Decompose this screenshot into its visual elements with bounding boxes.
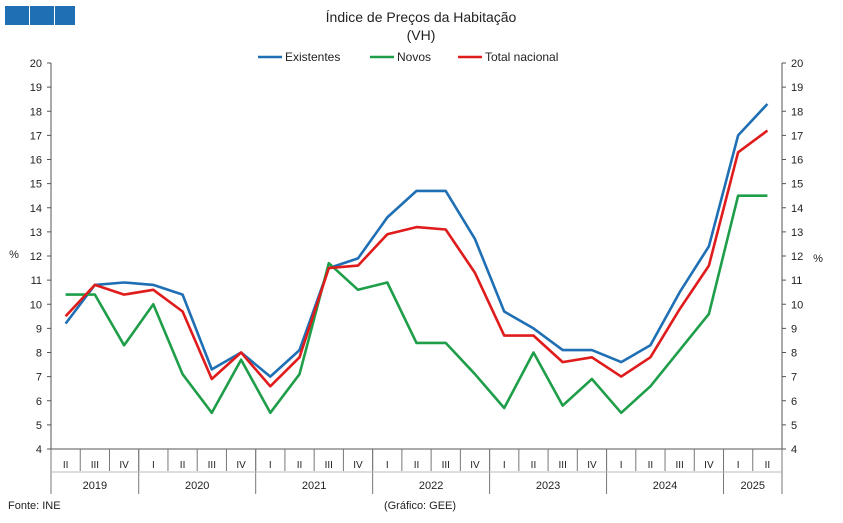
quarter-label: IV bbox=[587, 460, 597, 471]
year-label: 2022 bbox=[419, 480, 443, 492]
y-tick-label-left: 11 bbox=[31, 275, 42, 287]
y-tick-label-right: 6 bbox=[791, 396, 797, 408]
y-tick-label-right: 11 bbox=[791, 275, 802, 287]
y-tick-label-left: 20 bbox=[30, 58, 42, 70]
logo-block bbox=[30, 6, 54, 25]
y-tick-label-left: 7 bbox=[36, 372, 42, 384]
y-tick-label-right: 18 bbox=[791, 106, 803, 118]
y-tick-label-right: 17 bbox=[791, 130, 803, 142]
quarter-label: I bbox=[386, 460, 389, 471]
quarter-label: IV bbox=[236, 460, 246, 471]
quarter-label: III bbox=[91, 460, 99, 471]
y-tick-label-right: 13 bbox=[791, 227, 803, 239]
quarter-label: II bbox=[531, 460, 537, 471]
quarter-label: III bbox=[559, 460, 567, 471]
quarter-label: III bbox=[208, 460, 216, 471]
quarter-label: II bbox=[648, 460, 654, 471]
quarter-label: I bbox=[620, 460, 623, 471]
y-axis-label-right: % bbox=[813, 253, 823, 265]
y-tick-label-right: 12 bbox=[791, 251, 803, 263]
y-tick-label-left: 4 bbox=[36, 444, 42, 456]
quarter-label: III bbox=[675, 460, 683, 471]
quarter-label: I bbox=[503, 460, 506, 471]
y-tick-label-right: 8 bbox=[791, 348, 797, 360]
year-label: 2025 bbox=[741, 480, 765, 492]
y-tick-label-left: 13 bbox=[30, 227, 42, 239]
quarter-label: II bbox=[414, 460, 420, 471]
quarter-label: I bbox=[269, 460, 272, 471]
legend-label: Existentes bbox=[285, 50, 340, 64]
chart-subtitle: (VH) bbox=[407, 27, 436, 43]
y-tick-label-left: 5 bbox=[36, 420, 42, 432]
quarter-label: I bbox=[737, 460, 740, 471]
quarter-label: III bbox=[325, 460, 333, 471]
year-label: 2021 bbox=[302, 480, 326, 492]
logo-blocks bbox=[5, 6, 75, 25]
series-line-novos bbox=[65, 194, 768, 415]
y-tick-label-right: 16 bbox=[791, 155, 803, 167]
y-axis-label-left: % bbox=[9, 249, 19, 261]
y-tick-label-left: 17 bbox=[30, 130, 42, 142]
y-tick-label-left: 6 bbox=[36, 396, 42, 408]
y-tick-label-left: 9 bbox=[36, 323, 42, 335]
year-label: 2020 bbox=[185, 480, 209, 492]
y-tick-label-left: 19 bbox=[30, 82, 42, 94]
y-tick-label-left: 12 bbox=[30, 251, 42, 263]
legend-label: Novos bbox=[397, 50, 431, 64]
chart-credit: (Gráfico: GEE) bbox=[384, 500, 456, 512]
y-tick-label-right: 14 bbox=[791, 203, 803, 215]
chart-title: Índice de Preços da Habitação bbox=[326, 9, 517, 25]
legend: Existentes Novos Total nacional bbox=[258, 50, 558, 64]
series-lines bbox=[64, 103, 769, 415]
y-tick-label-right: 4 bbox=[791, 444, 797, 456]
quarter-label: IV bbox=[704, 460, 714, 471]
y-tick-label-right: 20 bbox=[791, 58, 803, 70]
year-label: 2019 bbox=[83, 480, 107, 492]
axes: 4 4 5 5 6 6 7 7 8 8 9 9 10 10 11 11 12 12 13 13 14 14 15 15 16 16… bbox=[30, 58, 803, 494]
quarter-label: II bbox=[180, 460, 186, 471]
source-note: Fonte: INE bbox=[8, 500, 61, 512]
quarter-label: III bbox=[442, 460, 450, 471]
quarter-label: IV bbox=[470, 460, 480, 471]
y-tick-label-left: 14 bbox=[30, 203, 42, 215]
quarter-label: I bbox=[152, 460, 155, 471]
y-tick-label-right: 15 bbox=[791, 179, 803, 191]
quarter-label: IV bbox=[353, 460, 363, 471]
quarter-label: IV bbox=[119, 460, 129, 471]
y-tick-label-right: 10 bbox=[791, 299, 803, 311]
legend-label: Total nacional bbox=[485, 50, 558, 64]
quarter-label: II bbox=[765, 460, 771, 471]
y-tick-label-left: 16 bbox=[30, 155, 42, 167]
year-label: 2024 bbox=[653, 480, 677, 492]
y-tick-label-left: 8 bbox=[36, 348, 42, 360]
quarter-label: II bbox=[297, 460, 303, 471]
quarter-label: II bbox=[63, 460, 69, 471]
series-line-total-nacional bbox=[64, 129, 769, 388]
y-tick-label-left: 18 bbox=[30, 106, 42, 118]
y-tick-label-right: 9 bbox=[791, 323, 797, 335]
y-tick-label-right: 7 bbox=[791, 372, 797, 384]
logo-block bbox=[5, 6, 29, 25]
y-tick-label-left: 15 bbox=[30, 179, 42, 191]
y-tick-label-right: 5 bbox=[791, 420, 797, 432]
series-line-existentes bbox=[64, 103, 769, 378]
logo-block bbox=[55, 6, 75, 25]
year-label: 2023 bbox=[536, 480, 560, 492]
y-tick-label-right: 19 bbox=[791, 82, 803, 94]
y-tick-label-left: 10 bbox=[30, 299, 42, 311]
